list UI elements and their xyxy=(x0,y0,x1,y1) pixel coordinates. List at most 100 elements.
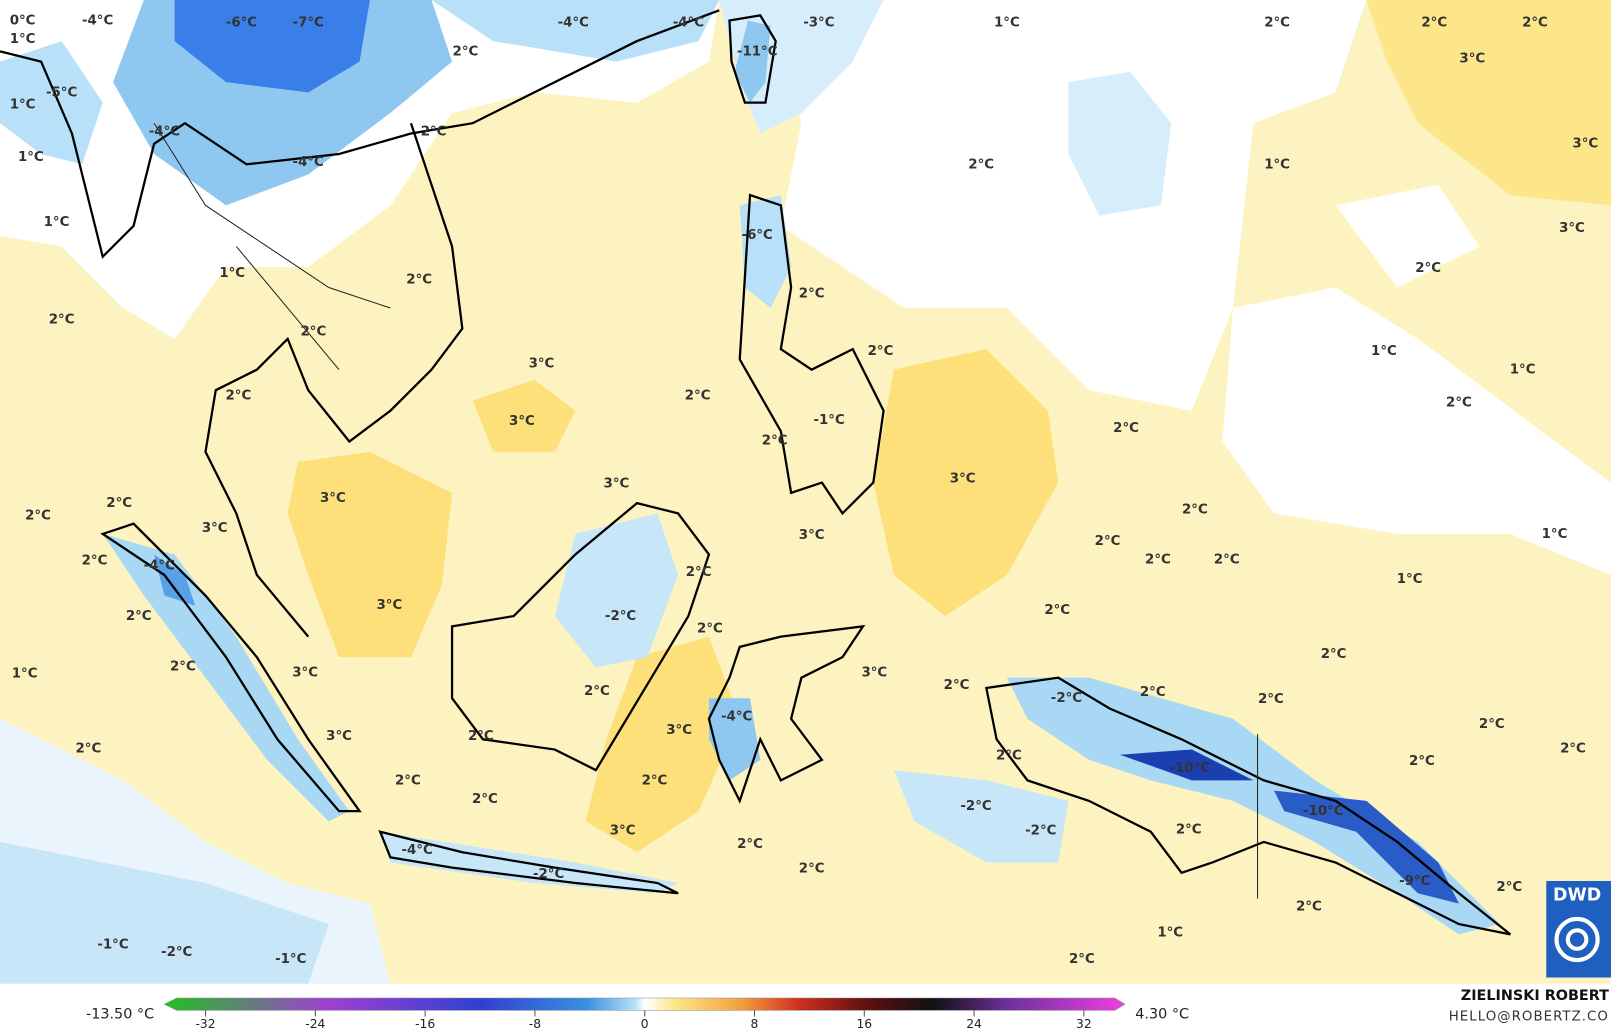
temperature-label: 2°C xyxy=(996,749,1022,764)
temperature-label: 3°C xyxy=(326,729,352,744)
temperature-label: 2°C xyxy=(82,554,108,569)
logo: DWD xyxy=(1546,880,1611,978)
temperature-label: 2°C xyxy=(1264,16,1290,31)
logo-swirl-inner xyxy=(1565,928,1589,951)
temperature-label: -10°C xyxy=(1303,804,1344,819)
temperature-label: 2°C xyxy=(762,433,788,448)
colorbar-tick-label: 8 xyxy=(751,1017,759,1031)
colorbar-gradient xyxy=(163,997,1126,1011)
temperature-label: 3°C xyxy=(320,491,346,506)
temperature-label: -5°C xyxy=(46,85,77,100)
temperature-label: -3°C xyxy=(803,16,834,31)
temperature-label: 1°C xyxy=(994,16,1020,31)
temperature-label: 2°C xyxy=(944,678,970,693)
credit-email: HELLO@ROBERTZ.CO xyxy=(1449,1010,1609,1025)
temperature-label: 3°C xyxy=(604,477,630,492)
temperature-label: 1°C xyxy=(10,32,36,47)
temperature-label: 2°C xyxy=(1095,534,1121,549)
temperature-label: 2°C xyxy=(1446,396,1472,411)
temperature-label: 2°C xyxy=(737,837,763,852)
temperature-label: -7°C xyxy=(293,16,324,31)
temperature-label: 2°C xyxy=(1296,900,1322,915)
temperature-label: -6°C xyxy=(742,228,773,243)
temperature-label: 1°C xyxy=(18,150,44,165)
temperature-label: -4°C xyxy=(673,16,704,31)
temperature-label: 2°C xyxy=(421,124,447,139)
temperature-label: 0°C xyxy=(10,14,36,29)
temperature-label: 2°C xyxy=(75,742,101,757)
temperature-labels: 0°C 1°C -4°C -6°C -7°C -4°C -4°C -3°C 1°C 2°C 2°C 2… xyxy=(10,14,1598,967)
temperature-label: 2°C xyxy=(642,773,668,788)
temperature-label: 2°C xyxy=(1044,603,1070,618)
credit-name: ZIELINSKI ROBERT xyxy=(1461,988,1609,1004)
temperature-label: 1°C xyxy=(1264,157,1290,172)
temperature-label: 2°C xyxy=(406,272,432,287)
temperature-label: 2°C xyxy=(472,792,498,807)
temperature-label: 2°C xyxy=(685,388,711,403)
colorbar-tick-label: -16 xyxy=(415,1017,435,1031)
temperature-label: 2°C xyxy=(25,508,51,523)
temperature-label: 2°C xyxy=(1258,692,1284,707)
temperature-label: -2°C xyxy=(1051,691,1082,706)
temperature-label: 2°C xyxy=(468,729,494,744)
temperature-label: 2°C xyxy=(106,496,132,511)
temperature-label: -4°C xyxy=(149,124,180,139)
temperature-label: 2°C xyxy=(170,659,196,674)
temperature-label: 2°C xyxy=(584,684,610,699)
temperature-label: 3°C xyxy=(292,666,318,681)
colorbar-tick-label: -8 xyxy=(529,1017,541,1031)
temperature-label: 1°C xyxy=(1542,527,1568,542)
temperature-label: -2°C xyxy=(161,945,192,960)
temperature-label: 2°C xyxy=(1321,647,1347,662)
temperature-label: 3°C xyxy=(1559,221,1585,236)
logo-swirl xyxy=(1554,916,1600,963)
temperature-label: 2°C xyxy=(126,609,152,624)
coastlines xyxy=(0,9,1512,936)
temperature-label: 3°C xyxy=(1459,52,1485,67)
temperature-label: -9°C xyxy=(1399,874,1430,889)
temperature-label: 1°C xyxy=(1397,572,1423,587)
temperature-label: 3°C xyxy=(509,414,535,429)
temperature-label: -4°C xyxy=(144,559,175,574)
temperature-label: 2°C xyxy=(686,565,712,580)
temperature-field xyxy=(0,0,1611,984)
temperature-label: -6°C xyxy=(226,16,257,31)
colorbar-tick-label: 16 xyxy=(856,1017,872,1031)
temperature-label: -1°C xyxy=(97,938,128,953)
temperature-label: 2°C xyxy=(1496,880,1522,895)
temperature-label: 1°C xyxy=(10,98,36,113)
temperature-label: 3°C xyxy=(666,723,692,738)
colorbar: -13.50 °C 4.30 °C -32 -24 -16 -8 0 8 16 24 32 xyxy=(86,997,1189,1031)
temperature-label: -4°C xyxy=(293,155,324,170)
temperature-label: -11°C xyxy=(737,44,778,59)
temperature-label: 3°C xyxy=(377,598,403,613)
temperature-label: 1°C xyxy=(1371,344,1397,359)
temperature-label: 3°C xyxy=(861,666,887,681)
temperature-label: 3°C xyxy=(950,471,976,486)
temperature-label: 2°C xyxy=(225,388,251,403)
temperature-label: -2°C xyxy=(605,609,636,624)
logo-text: DWD xyxy=(1553,885,1601,905)
temperature-label: 2°C xyxy=(1479,717,1505,732)
temperature-label: 2°C xyxy=(1145,553,1171,568)
colorbar-min: -13.50 °C xyxy=(86,1006,154,1022)
temperature-label: -1°C xyxy=(275,952,306,967)
temperature-label: 2°C xyxy=(300,325,326,340)
temperature-label: -4°C xyxy=(721,710,752,725)
temperature-label: 2°C xyxy=(1409,754,1435,769)
colorbar-tick-label: 0 xyxy=(641,1017,649,1031)
temperature-label: 2°C xyxy=(1182,502,1208,517)
temperature-label: 1°C xyxy=(219,266,245,281)
temperature-label: 1°C xyxy=(1157,925,1183,940)
temperature-label: 3°C xyxy=(202,521,228,536)
temperature-label: -4°C xyxy=(82,14,113,29)
temperature-label: 2°C xyxy=(1415,261,1441,276)
temperature-label: 2°C xyxy=(968,157,994,172)
colorbar-max: 4.30 °C xyxy=(1135,1006,1189,1022)
temperature-label: 2°C xyxy=(1522,16,1548,31)
temperature-label: 2°C xyxy=(1113,421,1139,436)
temperature-label: 1°C xyxy=(44,215,70,230)
temperature-label: -2°C xyxy=(533,867,564,882)
temperature-label: 1°C xyxy=(12,667,38,682)
temperature-label: -10°C xyxy=(1169,761,1210,776)
